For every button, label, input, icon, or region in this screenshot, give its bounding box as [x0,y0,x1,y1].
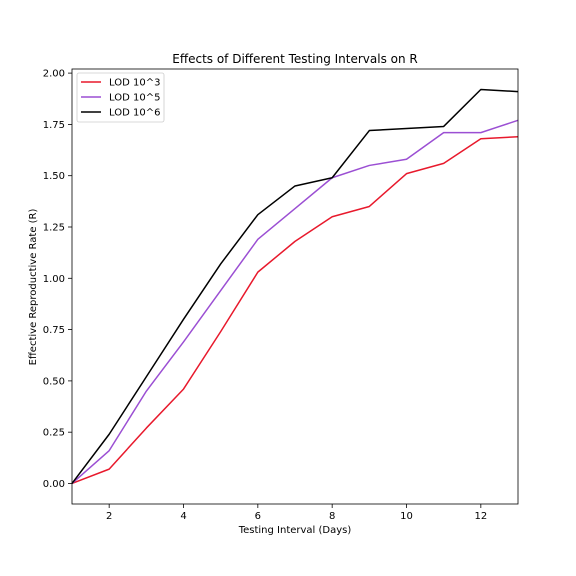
x-axis-label: Testing Interval (Days) [238,525,352,536]
y-tick-label: 0.00 [43,479,65,490]
chart-title: Effects of Different Testing Intervals o… [172,52,418,66]
legend-label-2: LOD 10^6 [109,108,160,119]
x-tick-label: 2 [106,511,112,522]
y-tick-label: 1.75 [43,120,65,131]
y-tick-label: 2.00 [43,69,65,80]
x-tick-label: 4 [180,511,186,522]
y-axis-label: Effective Reproductive Rate (R) [28,209,39,366]
legend-box [76,72,165,123]
x-tick-label: 8 [329,511,335,522]
y-axis-ticks: 0.00 0.25 0.50 0.75 1.00 1.25 1.50 1.75 2.00 [43,69,72,490]
y-tick-label: 0.25 [43,428,65,439]
series-line-1 [71,119,519,485]
x-tick-label: 10 [400,511,413,522]
y-tick-label: 1.00 [43,274,65,285]
series-line-2 [71,88,519,484]
plot-frame [71,68,519,505]
legend-label-0: LOD 10^3 [109,78,160,89]
y-tick-label: 1.50 [43,171,65,182]
y-tick-label: 0.50 [43,376,65,387]
y-tick-label: 1.25 [43,222,65,233]
x-tick-label: 6 [255,511,261,522]
legend: LOD 10^3 LOD 10^5 LOD 10^6 [76,72,165,123]
x-tick-label: 12 [474,511,487,522]
legend-label-1: LOD 10^5 [109,93,160,104]
x-axis-ticks: 2 4 6 8 10 12 [106,504,487,522]
plot-area [72,69,518,504]
series-line-0 [71,135,519,485]
y-tick-label: 0.75 [43,325,65,336]
series-lines [71,88,519,485]
